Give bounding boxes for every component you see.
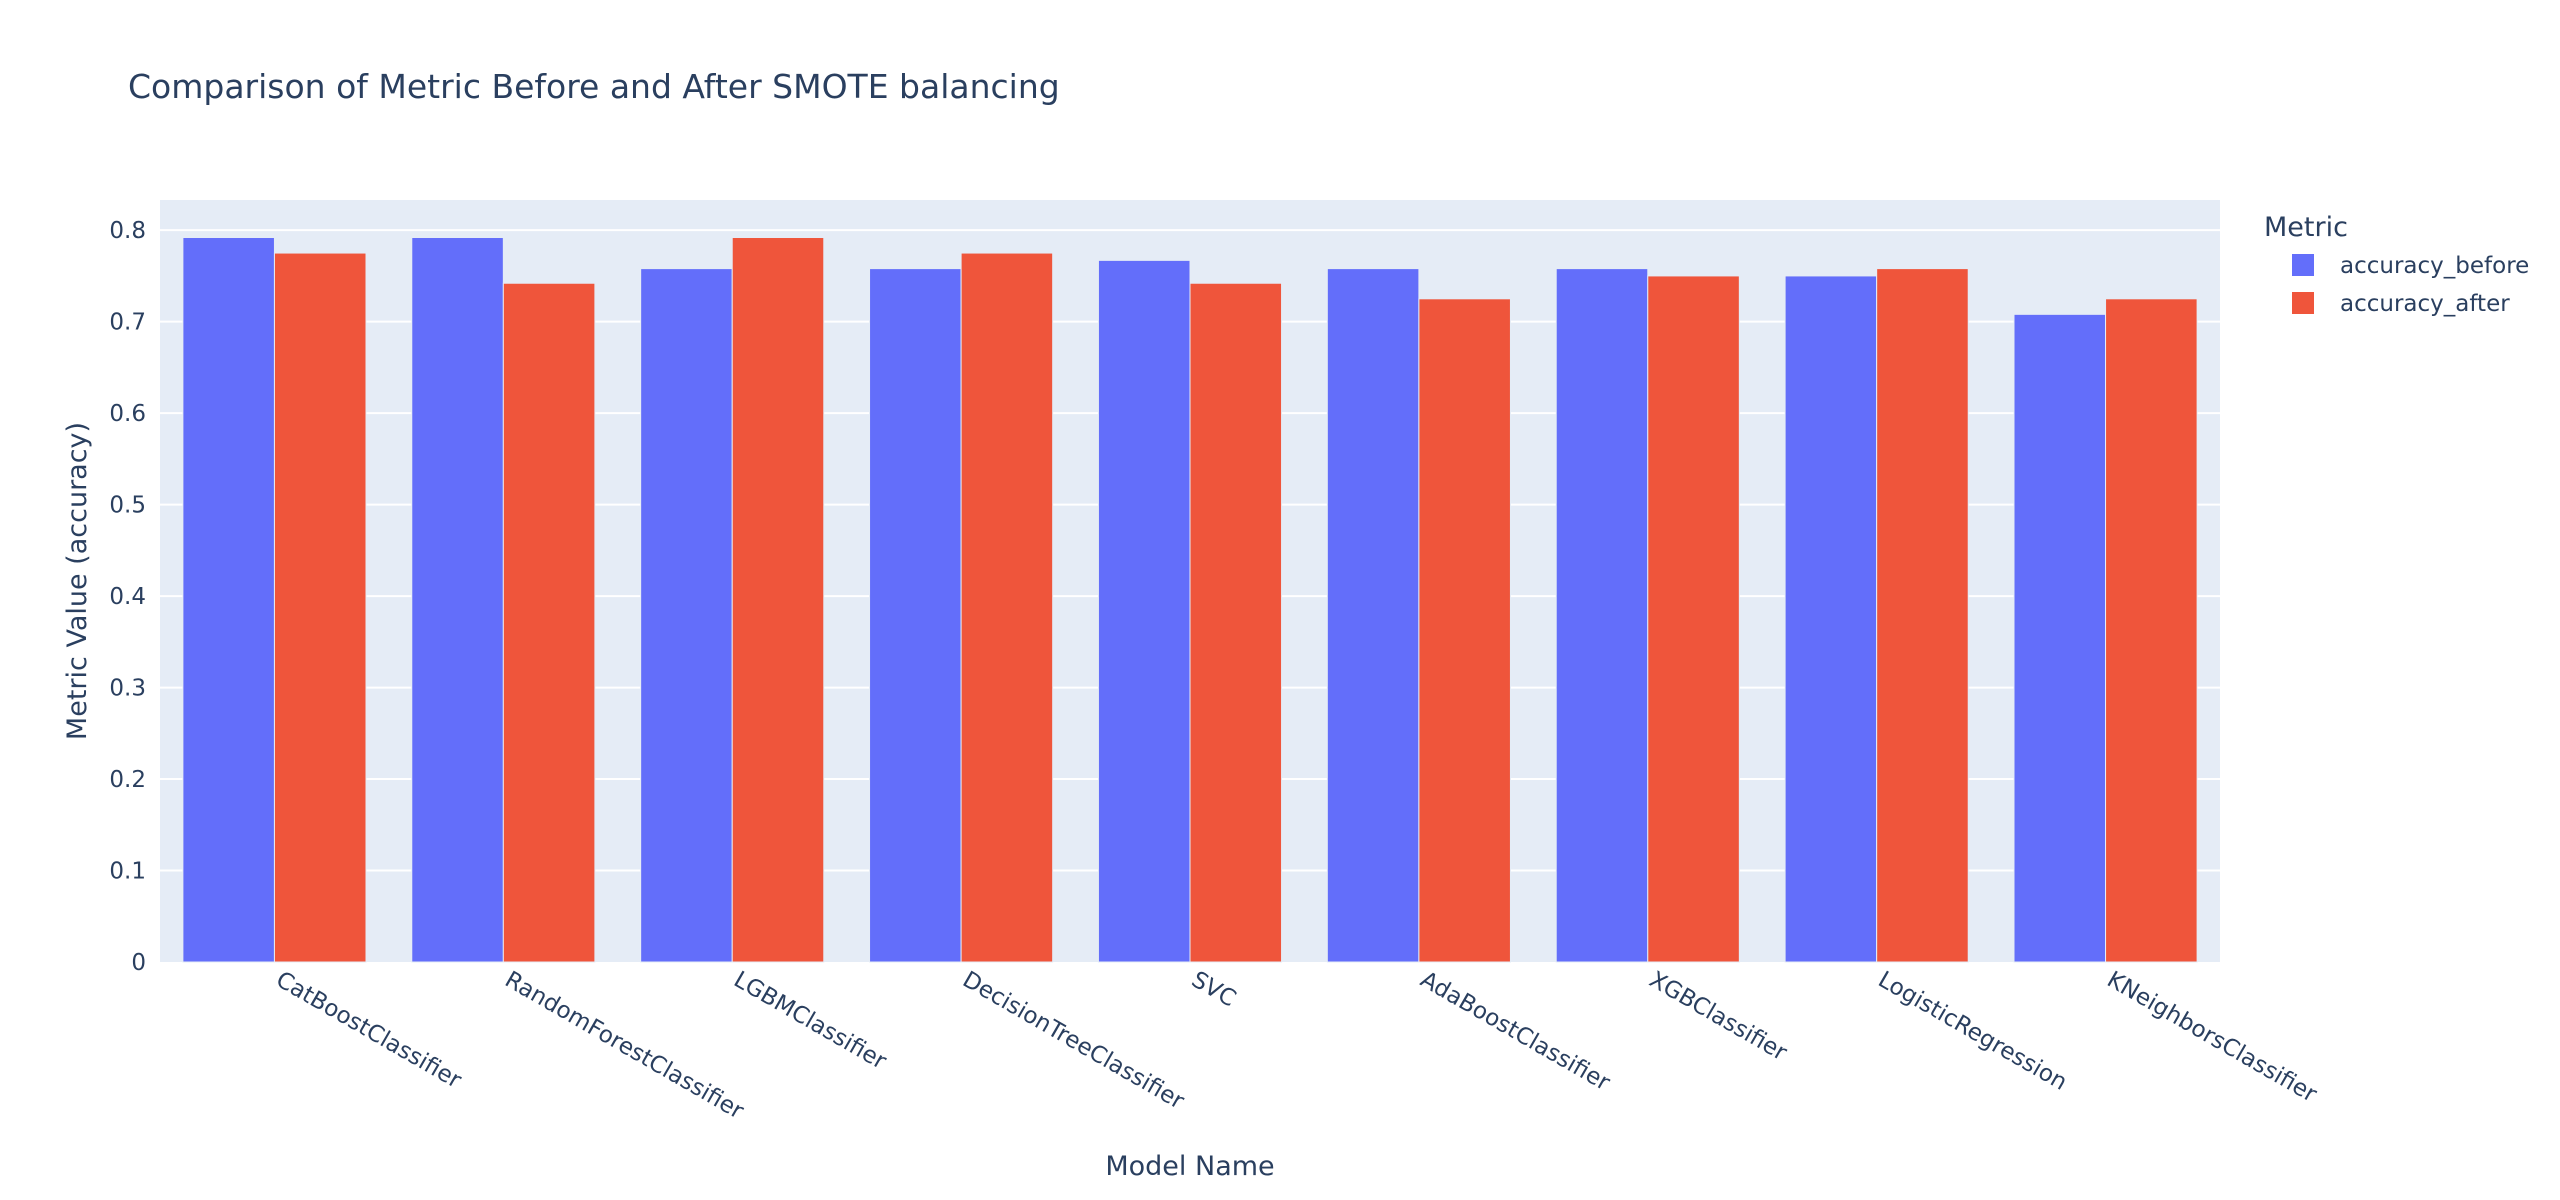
bar-accuracy_before-KNeighborsClassifier[interactable] bbox=[2013, 313, 2107, 963]
y-tick-label: 0.4 bbox=[109, 584, 146, 610]
x-tick-label: CatBoostClassifier bbox=[271, 967, 466, 1094]
bar-accuracy_before-XGBClassifier[interactable] bbox=[1555, 268, 1649, 963]
y-tick-label: 0 bbox=[131, 950, 146, 976]
y-tick-label: 0.2 bbox=[109, 767, 146, 793]
bar-accuracy_before-RandomForestClassifier[interactable] bbox=[411, 237, 504, 963]
legend-swatch-accuracy_before[interactable] bbox=[2292, 254, 2314, 276]
bar-accuracy_after-DecisionTreeClassifier[interactable] bbox=[960, 252, 1054, 963]
legend-swatch-accuracy_after[interactable] bbox=[2292, 292, 2314, 314]
x-tick-label: SVC bbox=[1187, 967, 1240, 1013]
bars bbox=[182, 237, 2198, 963]
y-tick-label: 0.7 bbox=[109, 310, 146, 336]
x-tick-label: LGBMClassifier bbox=[729, 967, 891, 1075]
y-tick-label: 0.5 bbox=[109, 493, 146, 519]
bar-accuracy_before-CatBoostClassifier[interactable] bbox=[182, 237, 275, 963]
y-tick-label: 0.3 bbox=[109, 676, 146, 702]
bar-accuracy_before-DecisionTreeClassifier[interactable] bbox=[869, 268, 962, 963]
legend-title: Metric bbox=[2264, 212, 2348, 243]
x-tick-label: LogisticRegression bbox=[1874, 967, 2072, 1096]
x-tick-label: XGBClassifier bbox=[1645, 967, 1792, 1067]
legend-label-accuracy_after[interactable]: accuracy_after bbox=[2340, 291, 2510, 317]
x-axis-title: Model Name bbox=[1105, 1151, 1274, 1182]
bar-accuracy_after-CatBoostClassifier[interactable] bbox=[273, 252, 367, 963]
y-tick-label: 0.6 bbox=[109, 401, 146, 427]
bar-accuracy_after-LogisticRegression[interactable] bbox=[1876, 268, 1969, 963]
y-axis-title: Metric Value (accuracy) bbox=[62, 422, 93, 740]
legend-label-accuracy_before[interactable]: accuracy_before bbox=[2340, 253, 2529, 279]
bar-accuracy_after-RandomForestClassifier[interactable] bbox=[502, 282, 596, 963]
bar-accuracy_before-LGBMClassifier[interactable] bbox=[640, 268, 733, 963]
x-tick-label: DecisionTreeClassifier bbox=[958, 967, 1189, 1115]
bar-accuracy_after-KNeighborsClassifier[interactable] bbox=[2105, 298, 2198, 963]
y-tick-label: 0.8 bbox=[109, 218, 146, 244]
chart-title: Comparison of Metric Before and After SM… bbox=[128, 67, 1060, 106]
y-tick-label: 0.1 bbox=[109, 859, 146, 885]
y-tick-labels: 0 0.1 0.2 0.3 0.4 0.5 0.6 0.7 0.8 bbox=[109, 218, 146, 976]
bar-accuracy_after-LGBMClassifier[interactable] bbox=[731, 237, 825, 963]
bar-accuracy_before-LogisticRegression[interactable] bbox=[1784, 275, 1878, 963]
bar-accuracy_before-SVC[interactable] bbox=[1097, 259, 1191, 963]
bar-accuracy_before-AdaBoostClassifier[interactable] bbox=[1326, 268, 1420, 963]
bar-accuracy_after-SVC[interactable] bbox=[1189, 282, 1283, 963]
x-tick-label: AdaBoostClassifier bbox=[1416, 967, 1615, 1097]
bar-accuracy_after-AdaBoostClassifier[interactable] bbox=[1418, 298, 1511, 963]
x-tick-labels: CatBoostClassifier RandomForestClassifier… bbox=[271, 967, 2321, 1125]
bar-accuracy_after-XGBClassifier[interactable] bbox=[1647, 275, 1740, 963]
legend: Metric accuracy_before accuracy_after bbox=[2264, 212, 2529, 317]
x-tick-label: RandomForestClassifier bbox=[500, 967, 748, 1125]
x-tick-label: KNeighborsClassifier bbox=[2103, 967, 2322, 1108]
